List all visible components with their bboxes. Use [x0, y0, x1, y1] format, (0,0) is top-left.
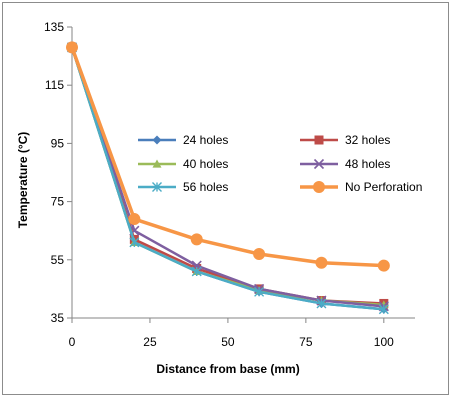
legend-marker: [152, 135, 162, 145]
legend-marker: [152, 159, 162, 168]
legend-marker: [152, 182, 162, 192]
legend-label: 48 holes: [345, 157, 390, 171]
data-point: [254, 286, 265, 297]
legend-entry[interactable]: No Perforation: [300, 180, 422, 194]
axes: [67, 26, 415, 323]
data-point: [316, 298, 327, 309]
legend-label: 24 holes: [183, 133, 228, 147]
y-tick-label: 135: [44, 20, 64, 34]
legend-marker: [313, 158, 325, 170]
y-tick-label: 95: [51, 136, 65, 150]
y-axis-title: Temperature (°C): [16, 132, 30, 229]
legend-entry[interactable]: 24 holes: [138, 133, 228, 147]
data-point: [190, 233, 203, 246]
data-point: [377, 259, 390, 272]
x-tick-label: 25: [143, 335, 157, 349]
y-tick-label: 55: [51, 253, 65, 267]
chart-frame: [2, 2, 449, 395]
data-point: [378, 304, 389, 315]
legend-marker: [313, 181, 325, 193]
data-point: [66, 41, 78, 54]
series-line: [70, 46, 384, 308]
legend-marker: [314, 135, 324, 145]
legend-label: 40 holes: [183, 157, 228, 171]
tick-labels: 35 55 75 95 115 135 0 25 50 75 100: [44, 20, 394, 349]
y-tick-label: 115: [45, 78, 64, 92]
legend-label: 32 holes: [345, 133, 390, 147]
x-tick-label: 100: [374, 335, 394, 349]
data-point: [253, 247, 266, 260]
y-tick-label: 35: [51, 311, 65, 325]
x-tick-label: 0: [69, 335, 76, 349]
series-no-perforation[interactable]: [66, 41, 390, 272]
legend-entry[interactable]: 56 holes: [138, 180, 228, 194]
legend-label: 56 holes: [183, 180, 228, 194]
data-point: [315, 256, 328, 269]
x-axis-title: Distance from base (mm): [156, 362, 299, 376]
series-48-holes[interactable]: [66, 42, 389, 312]
legend-label: No Perforation: [345, 180, 422, 194]
series-line: [70, 46, 384, 311]
series-line: [70, 46, 384, 268]
data-point: [191, 266, 202, 277]
series-layer: [66, 41, 390, 315]
legend[interactable]: 24 holes 32 holes 40 holes 48 holes 56 holes…: [138, 133, 422, 194]
y-tick-label: 75: [51, 195, 65, 209]
legend-entry[interactable]: 32 holes: [300, 133, 390, 147]
data-point: [128, 213, 141, 226]
data-point: [129, 237, 140, 248]
legend-entry[interactable]: 40 holes: [138, 157, 228, 171]
x-tick-label: 75: [299, 335, 313, 349]
legend-entry[interactable]: 48 holes: [300, 157, 390, 171]
x-tick-label: 50: [221, 335, 235, 349]
